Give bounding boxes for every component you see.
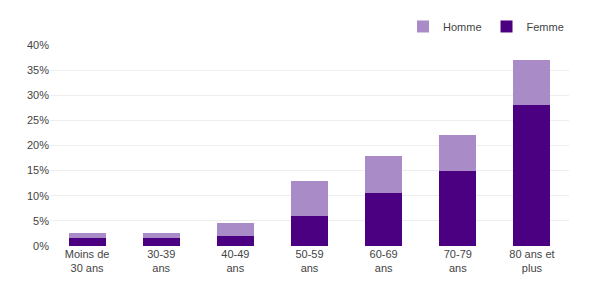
svg-text:35%: 35%	[27, 64, 49, 76]
svg-text:30-39ans: 30-39ans	[147, 248, 175, 274]
svg-text:60-69ans: 60-69ans	[370, 248, 398, 274]
svg-text:20%: 20%	[27, 139, 49, 151]
svg-text:40-49ans: 40-49ans	[221, 248, 249, 274]
svg-text:30%: 30%	[27, 89, 49, 101]
svg-text:80 ans etplus: 80 ans etplus	[509, 248, 554, 274]
svg-text:15%: 15%	[27, 164, 49, 176]
svg-text:Moins de30 ans: Moins de30 ans	[65, 248, 110, 274]
svg-text:Homme: Homme	[443, 21, 482, 33]
svg-text:50-59ans: 50-59ans	[295, 248, 323, 274]
svg-text:70-79ans: 70-79ans	[444, 248, 472, 274]
svg-text:25%: 25%	[27, 114, 49, 126]
svg-text:5%: 5%	[33, 215, 49, 227]
svg-text:40%: 40%	[27, 39, 49, 51]
svg-text:0%: 0%	[33, 240, 49, 252]
svg-text:10%: 10%	[27, 190, 49, 202]
svg-text:Femme: Femme	[527, 21, 564, 33]
